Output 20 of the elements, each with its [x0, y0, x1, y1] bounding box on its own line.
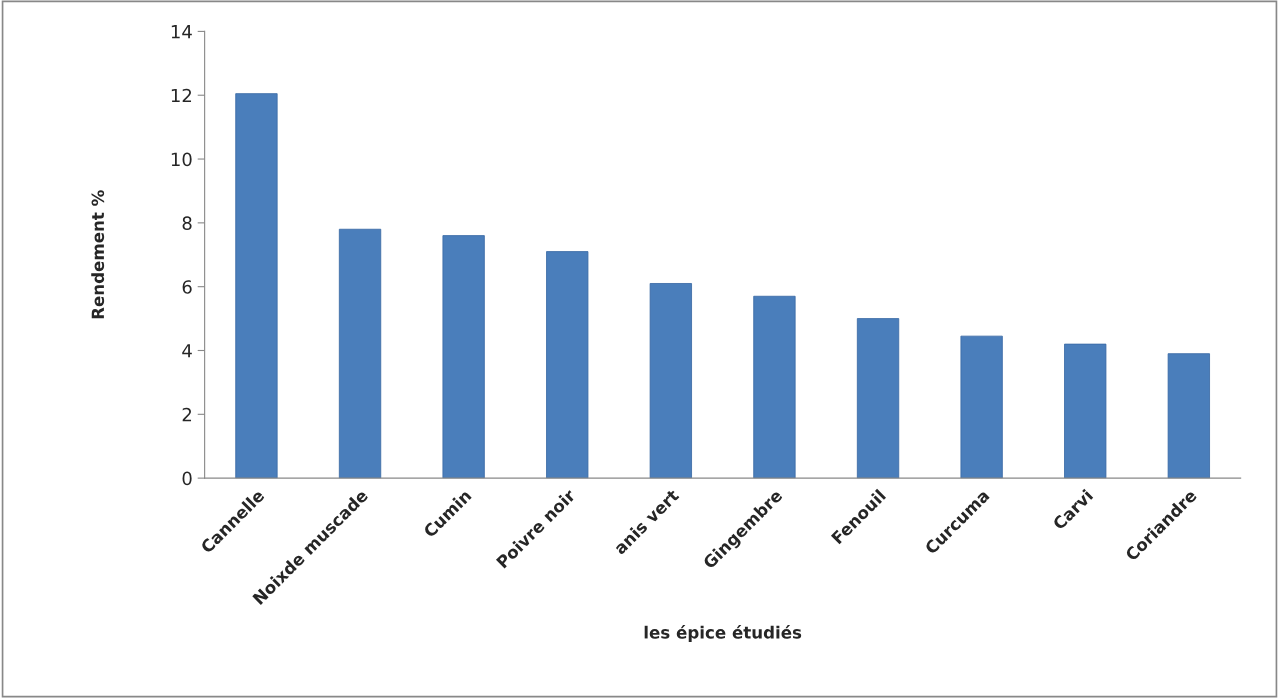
bar: [1064, 343, 1107, 479]
bar: [960, 335, 1003, 479]
bar: [546, 251, 589, 479]
bar: [856, 318, 900, 479]
bar: [235, 93, 278, 479]
y-tick-label: 8: [182, 216, 192, 230]
bar: [1167, 353, 1210, 479]
y-axis-title: Rendement %: [91, 190, 105, 319]
bar: [442, 235, 485, 479]
y-tick-label: 6: [182, 280, 192, 294]
y-tick-label: 2: [182, 407, 192, 422]
bar: [753, 295, 796, 479]
y-tick-label: 4: [182, 344, 192, 358]
y-tick-label: 12: [171, 88, 192, 103]
y-tick-label: 0: [182, 471, 192, 486]
bar: [338, 228, 382, 479]
y-tick-label: 10: [171, 152, 192, 167]
y-tick-label: 14: [171, 25, 192, 39]
bar: [649, 283, 692, 479]
x-axis-title: les épice étudiés: [644, 625, 802, 642]
